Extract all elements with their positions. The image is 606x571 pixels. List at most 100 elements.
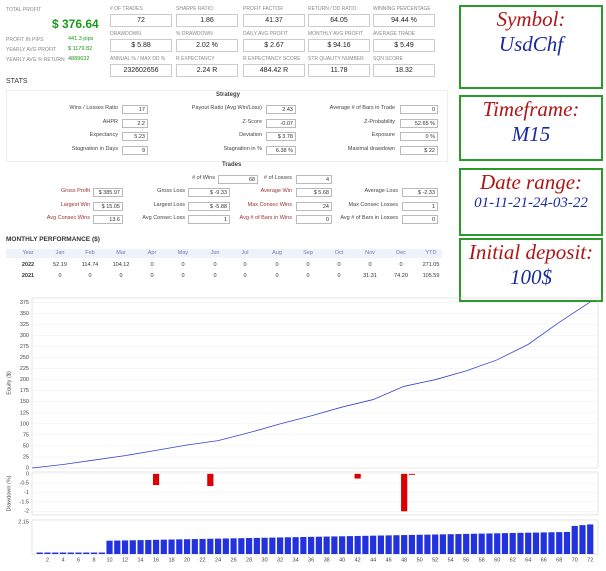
month-header: May — [177, 250, 189, 256]
trade-value: 0 — [296, 215, 332, 224]
trade-value: $ 15.05 — [93, 201, 123, 211]
trade-label: Average Win — [260, 188, 292, 194]
bar — [253, 537, 260, 554]
bar — [323, 536, 330, 554]
tile-label: R EXPECTANCY SCORE — [243, 56, 301, 62]
trade-value: 13.6 — [93, 215, 123, 224]
bar — [114, 540, 121, 554]
x-tick-label: 54 — [448, 557, 454, 563]
bar — [222, 538, 229, 554]
bar — [331, 536, 338, 554]
month-header: Mar — [116, 250, 126, 256]
bar — [470, 533, 478, 554]
x-tick-label: 6 — [77, 557, 80, 563]
bar — [587, 524, 594, 554]
bar — [548, 532, 555, 554]
month-cell: 0 — [306, 273, 310, 279]
bar — [284, 537, 291, 554]
month-header: Apr — [147, 250, 157, 256]
side-value: 441.3 pips — [68, 36, 94, 42]
month-cell: 0 — [368, 262, 372, 268]
stat-label: Z-Probability — [364, 118, 395, 125]
bar — [191, 539, 198, 554]
month-cell: 0 — [243, 273, 247, 279]
month-header: Year — [22, 250, 34, 256]
stat-value: 52.65 % — [400, 118, 438, 128]
bar — [540, 532, 547, 554]
trade-label: Largest Win — [60, 201, 90, 208]
stat-label: Stagnation in Days — [71, 145, 118, 152]
month-cell: 0 — [58, 273, 62, 279]
y-tick-label: 75 — [23, 432, 29, 438]
month-cell: 0 — [213, 273, 217, 279]
stat-label: Z-Score — [242, 118, 262, 125]
strategy-title: Strategy — [216, 92, 241, 98]
stat-label: Stagnation in % — [223, 145, 262, 152]
stat-label: Expectancy — [89, 132, 118, 138]
month-cell: 31.31 — [363, 273, 377, 279]
tile-label: DRAWDOWN — [110, 31, 141, 37]
info-label: Timeframe: — [482, 97, 580, 121]
bar — [183, 539, 191, 554]
trade-label: Max Consec Wins — [247, 201, 292, 208]
bar — [447, 534, 454, 554]
month-cell: 0 — [337, 262, 341, 268]
bar — [362, 535, 369, 554]
month-cell: 0 — [150, 262, 154, 268]
x-tick-label: 42 — [355, 557, 361, 563]
bar — [424, 534, 431, 554]
bar — [145, 539, 152, 554]
y-tick-label: -1 — [24, 490, 29, 496]
stat-value: $ 22 — [400, 145, 438, 155]
month-cell: 0 — [119, 273, 123, 279]
trade-label: # of Losses — [263, 175, 292, 181]
month-header: Jan — [55, 250, 65, 256]
tile-value: 1.86 — [176, 14, 238, 27]
bar — [36, 552, 43, 554]
trade-value: 68 — [218, 175, 258, 184]
bar — [571, 525, 578, 554]
trades-title: Trades — [222, 162, 242, 168]
tile-value: $ 2.67 — [243, 39, 305, 52]
x-tick-label: 66 — [541, 557, 547, 563]
trade-label: Avg # of Bars in Wins — [239, 215, 292, 221]
bar — [129, 540, 136, 554]
x-tick-label: 12 — [122, 557, 128, 563]
plot-frame — [31, 297, 599, 469]
x-tick-label: 50 — [417, 557, 423, 563]
bar — [563, 531, 571, 554]
trade-value: 1 — [188, 215, 230, 224]
tile-label: MONTHLY AVG PROFIT — [308, 31, 364, 37]
bar — [214, 538, 222, 554]
bar — [494, 533, 501, 554]
side-label: PROFIT IN PIPS — [6, 37, 44, 43]
stat-value: 2.43 — [266, 105, 296, 114]
side-label: YEARLY AVG PROFIT — [6, 47, 57, 53]
info-box: Symbol: UsdChf — [459, 5, 603, 89]
bar — [75, 552, 82, 554]
x-tick-label: 64 — [525, 557, 531, 563]
bar — [408, 534, 416, 554]
stat-value: -0.07 — [266, 118, 296, 128]
tile-label: AVERAGE TRADE — [373, 31, 416, 37]
bar — [90, 552, 98, 554]
bar — [525, 532, 532, 554]
bar — [245, 538, 253, 554]
info-label: Date range: — [479, 170, 583, 194]
stat-value: 5.23 — [122, 132, 148, 141]
bar — [230, 538, 237, 554]
x-tick-label: 22 — [200, 557, 206, 563]
bar — [455, 534, 462, 554]
bar — [517, 532, 524, 554]
bar — [532, 532, 540, 554]
tile-value: 11.78 — [308, 64, 370, 77]
bar — [152, 473, 160, 486]
month-cell: 2022 — [21, 262, 35, 268]
month-cell: 0 — [275, 262, 279, 268]
trade-label: Gross Loss — [157, 188, 185, 194]
bar — [346, 536, 353, 554]
stat-value: 6.38 % — [266, 145, 296, 155]
trade-value: $ 385.97 — [93, 188, 123, 197]
info-value: 100$ — [510, 265, 552, 289]
